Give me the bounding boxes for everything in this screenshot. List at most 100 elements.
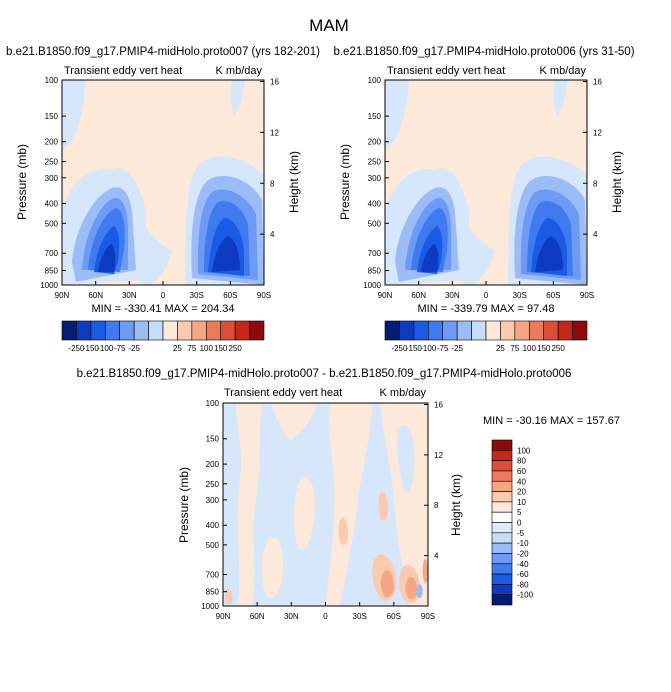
y-tick-label: 700 [368, 249, 382, 258]
colorbar-swatch [162, 320, 178, 341]
colorbar-swatch [514, 320, 530, 341]
panel-diff-positive-region [261, 537, 284, 599]
colorbar-swatch [76, 320, 92, 341]
x-tick-label: 60S [387, 612, 401, 621]
panel-left-y-axis-title: Pressure (mb) [15, 144, 29, 220]
panel-diff-weak-negative-region [397, 425, 415, 493]
colorbar-label: 100 [523, 344, 537, 353]
y-tick-label: 850 [45, 267, 59, 276]
colorbar-swatch [119, 320, 135, 341]
panel-left-axes: 100 150 200 250 300 400 500 700 850 1000 16 12 8 4 90N… [40, 76, 279, 300]
panel-diff-positive-speck [225, 588, 233, 605]
y2-tick-label: 4 [270, 230, 275, 239]
y-tick-label: 100 [45, 76, 59, 85]
panel-left-stats: MIN = -330.41 MAX = 204.34 [91, 303, 234, 315]
colorbar-label: -25 [128, 344, 140, 353]
y-tick-label: 1000 [201, 602, 219, 611]
colorbar-label: 40 [517, 477, 526, 486]
figure-title: MAM [309, 16, 349, 35]
colorbar-label: -60 [517, 570, 529, 579]
y-tick-label: 850 [368, 267, 382, 276]
y-tick-label: 850 [206, 588, 220, 597]
y-tick-label: 400 [45, 199, 59, 208]
colorbar-label: -150 [83, 344, 100, 353]
panel-diff-positive-region [236, 403, 262, 606]
colorbar-label: -100 [420, 344, 437, 353]
x-tick-label: 90S [421, 612, 435, 621]
colorbar-swatch [205, 320, 222, 341]
colorbar-swatch [491, 450, 513, 461]
colorbar-swatch [491, 553, 513, 565]
panel-diff-moderate-positive-region [378, 491, 388, 521]
y-tick-label: 200 [45, 138, 59, 147]
panel-left-weak-negative-region [62, 80, 86, 150]
y2-tick-label: 12 [270, 128, 279, 137]
y-tick-label: 500 [368, 219, 382, 228]
colorbar-label: 75 [187, 344, 196, 353]
colorbar-label: 100 [200, 344, 214, 353]
colorbar-label: 60 [517, 467, 526, 476]
colorbar-swatch [491, 470, 513, 482]
colorbar-swatch [491, 491, 513, 503]
y2-tick-label: 12 [593, 128, 602, 137]
y-tick-label: 300 [45, 174, 59, 183]
y-tick-label: 500 [45, 219, 59, 228]
panel-right-title: b.e21.B1850.f09_g17.PMIP4-midHolo.proto0… [333, 46, 634, 58]
panel-diff-y2-axis-title: Height (km) [449, 474, 463, 536]
panel-left-y2-axis-title: Height (km) [287, 151, 301, 213]
panel-right-right-label: K mb/day [540, 65, 587, 77]
y-tick-label: 200 [206, 460, 220, 469]
colorbar-label: 25 [496, 344, 505, 353]
y-tick-label: 100 [206, 399, 220, 408]
colorbar-right: -250-150-100 -75 -25 25 75 100 150 250 [384, 320, 588, 353]
y-tick-label: 300 [368, 174, 382, 183]
colorbar-swatch [491, 460, 513, 472]
y-tick-label: 500 [206, 541, 220, 550]
colorbar-swatch [399, 320, 415, 341]
x-tick-label: 0 [323, 612, 328, 621]
colorbar-label: 150 [214, 344, 228, 353]
colorbar-swatch [491, 522, 513, 534]
x-tick-label: 30S [353, 612, 367, 621]
colorbar-swatch [557, 320, 573, 341]
x-tick-label: 30N [445, 291, 460, 300]
colorbar-label: -5 [517, 529, 525, 538]
panel-diff-y-axis-title: Pressure (mb) [177, 467, 191, 543]
x-tick-label: 60N [411, 291, 426, 300]
colorbar-label: -150 [406, 344, 423, 353]
y-tick-label: 150 [368, 112, 382, 121]
panel-left-weak-negative-region [140, 220, 172, 285]
panel-diff-strong-positive-region [380, 569, 394, 598]
panel-diff-left-label: Transient eddy vert heat [224, 387, 342, 399]
x-tick-label: 60N [250, 612, 265, 621]
colorbar-label: 20 [517, 488, 526, 497]
panel-diff-title: b.e21.B1850.f09_g17.PMIP4-midHolo.proto0… [77, 368, 572, 380]
colorbar-swatch [491, 542, 513, 554]
colorbar-label: 5 [517, 508, 522, 517]
colorbar-swatch [427, 320, 444, 341]
y-tick-label: 1000 [40, 281, 58, 290]
panel-right-left-label: Transient eddy vert heat [387, 65, 505, 77]
colorbar-swatch [491, 594, 513, 606]
panel-diff-positive-region [326, 403, 372, 606]
colorbar-label: 80 [517, 457, 526, 466]
panel-diff-strong-positive-region [422, 559, 428, 584]
y2-tick-label: 16 [270, 78, 279, 87]
panel-diff-moderate-positive-region [338, 517, 348, 545]
y-tick-label: 100 [368, 76, 382, 85]
y-tick-label: 250 [45, 158, 59, 167]
panel-right-y2-axis-title: Height (km) [610, 151, 624, 213]
colorbar-swatch [442, 320, 458, 341]
x-tick-label: 0 [484, 291, 489, 300]
colorbar-swatch [234, 320, 250, 341]
colorbar-swatch [491, 511, 513, 523]
colorbar-swatch [471, 320, 487, 341]
y-tick-label: 150 [45, 112, 59, 121]
colorbar-label: -20 [517, 549, 529, 558]
colorbar-swatch [572, 320, 588, 341]
panel-diff-positive-region [272, 403, 318, 440]
colorbar-swatch [61, 320, 77, 341]
panel-right-stats: MIN = -339.79 MAX = 97.48 [418, 303, 555, 315]
colorbar-label: -250 [68, 344, 85, 353]
colorbar-swatch [133, 320, 149, 341]
